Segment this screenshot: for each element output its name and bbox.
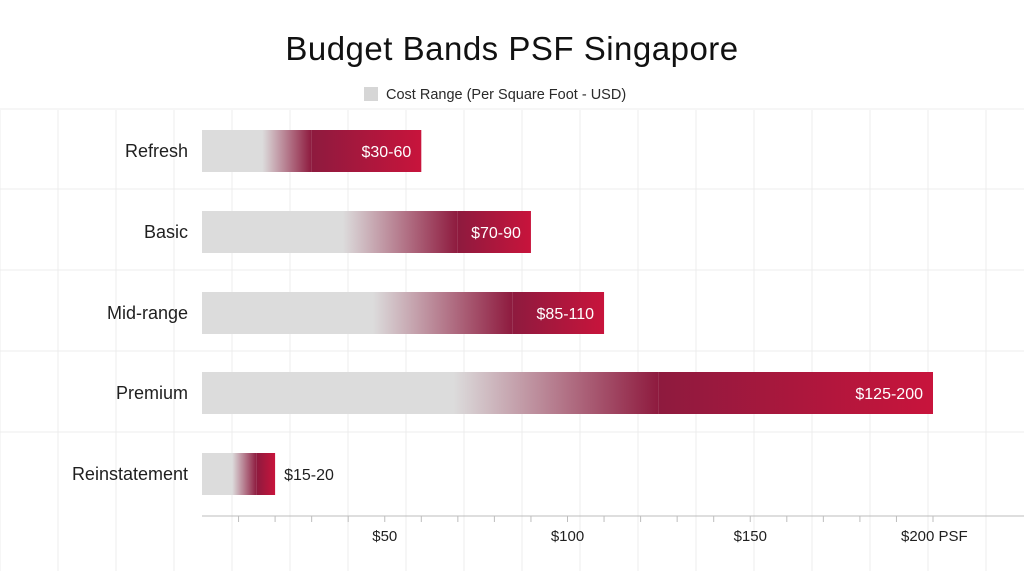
x-tick-label: $150 (734, 528, 767, 545)
bars (202, 130, 933, 495)
category-label: Refresh (125, 141, 188, 161)
category-label: Premium (116, 383, 188, 403)
data-labels: $30-60 $70-90 $85-110 $125-200 $15-20 (284, 144, 923, 484)
bar-base (202, 453, 257, 495)
category-label: Mid-range (107, 303, 188, 323)
bar-base (202, 130, 312, 172)
x-axis: $50 $100 $150 $200 PSF (202, 515, 1024, 545)
bar-base (202, 372, 659, 414)
data-label: $30-60 (361, 144, 411, 161)
legend-swatch (364, 87, 378, 101)
bar-range (512, 292, 605, 334)
bar-base (202, 211, 458, 253)
bar-range (311, 130, 422, 172)
category-label: Reinstatement (72, 464, 188, 484)
legend: Cost Range (Per Square Foot - USD) (364, 87, 626, 103)
chart-title: Budget Bands PSF Singapore (285, 30, 738, 67)
data-label: $85-110 (537, 306, 595, 323)
bar-range (658, 372, 933, 414)
background-grid (0, 108, 1024, 571)
data-label: $70-90 (471, 225, 521, 242)
data-label: $15-20 (284, 467, 334, 484)
category-labels: Refresh Basic Mid-range Premium Reinstatemen… (72, 141, 188, 484)
legend-label: Cost Range (Per Square Foot - USD) (386, 87, 626, 103)
bar-range (256, 453, 276, 495)
x-tick-label: $50 (372, 528, 397, 545)
bar-range (457, 211, 531, 253)
category-label: Basic (144, 222, 188, 242)
x-tick-label: $200 PSF (901, 528, 968, 545)
bar-base (202, 292, 513, 334)
x-tick-label: $100 (551, 528, 584, 545)
data-label: $125-200 (855, 386, 923, 403)
